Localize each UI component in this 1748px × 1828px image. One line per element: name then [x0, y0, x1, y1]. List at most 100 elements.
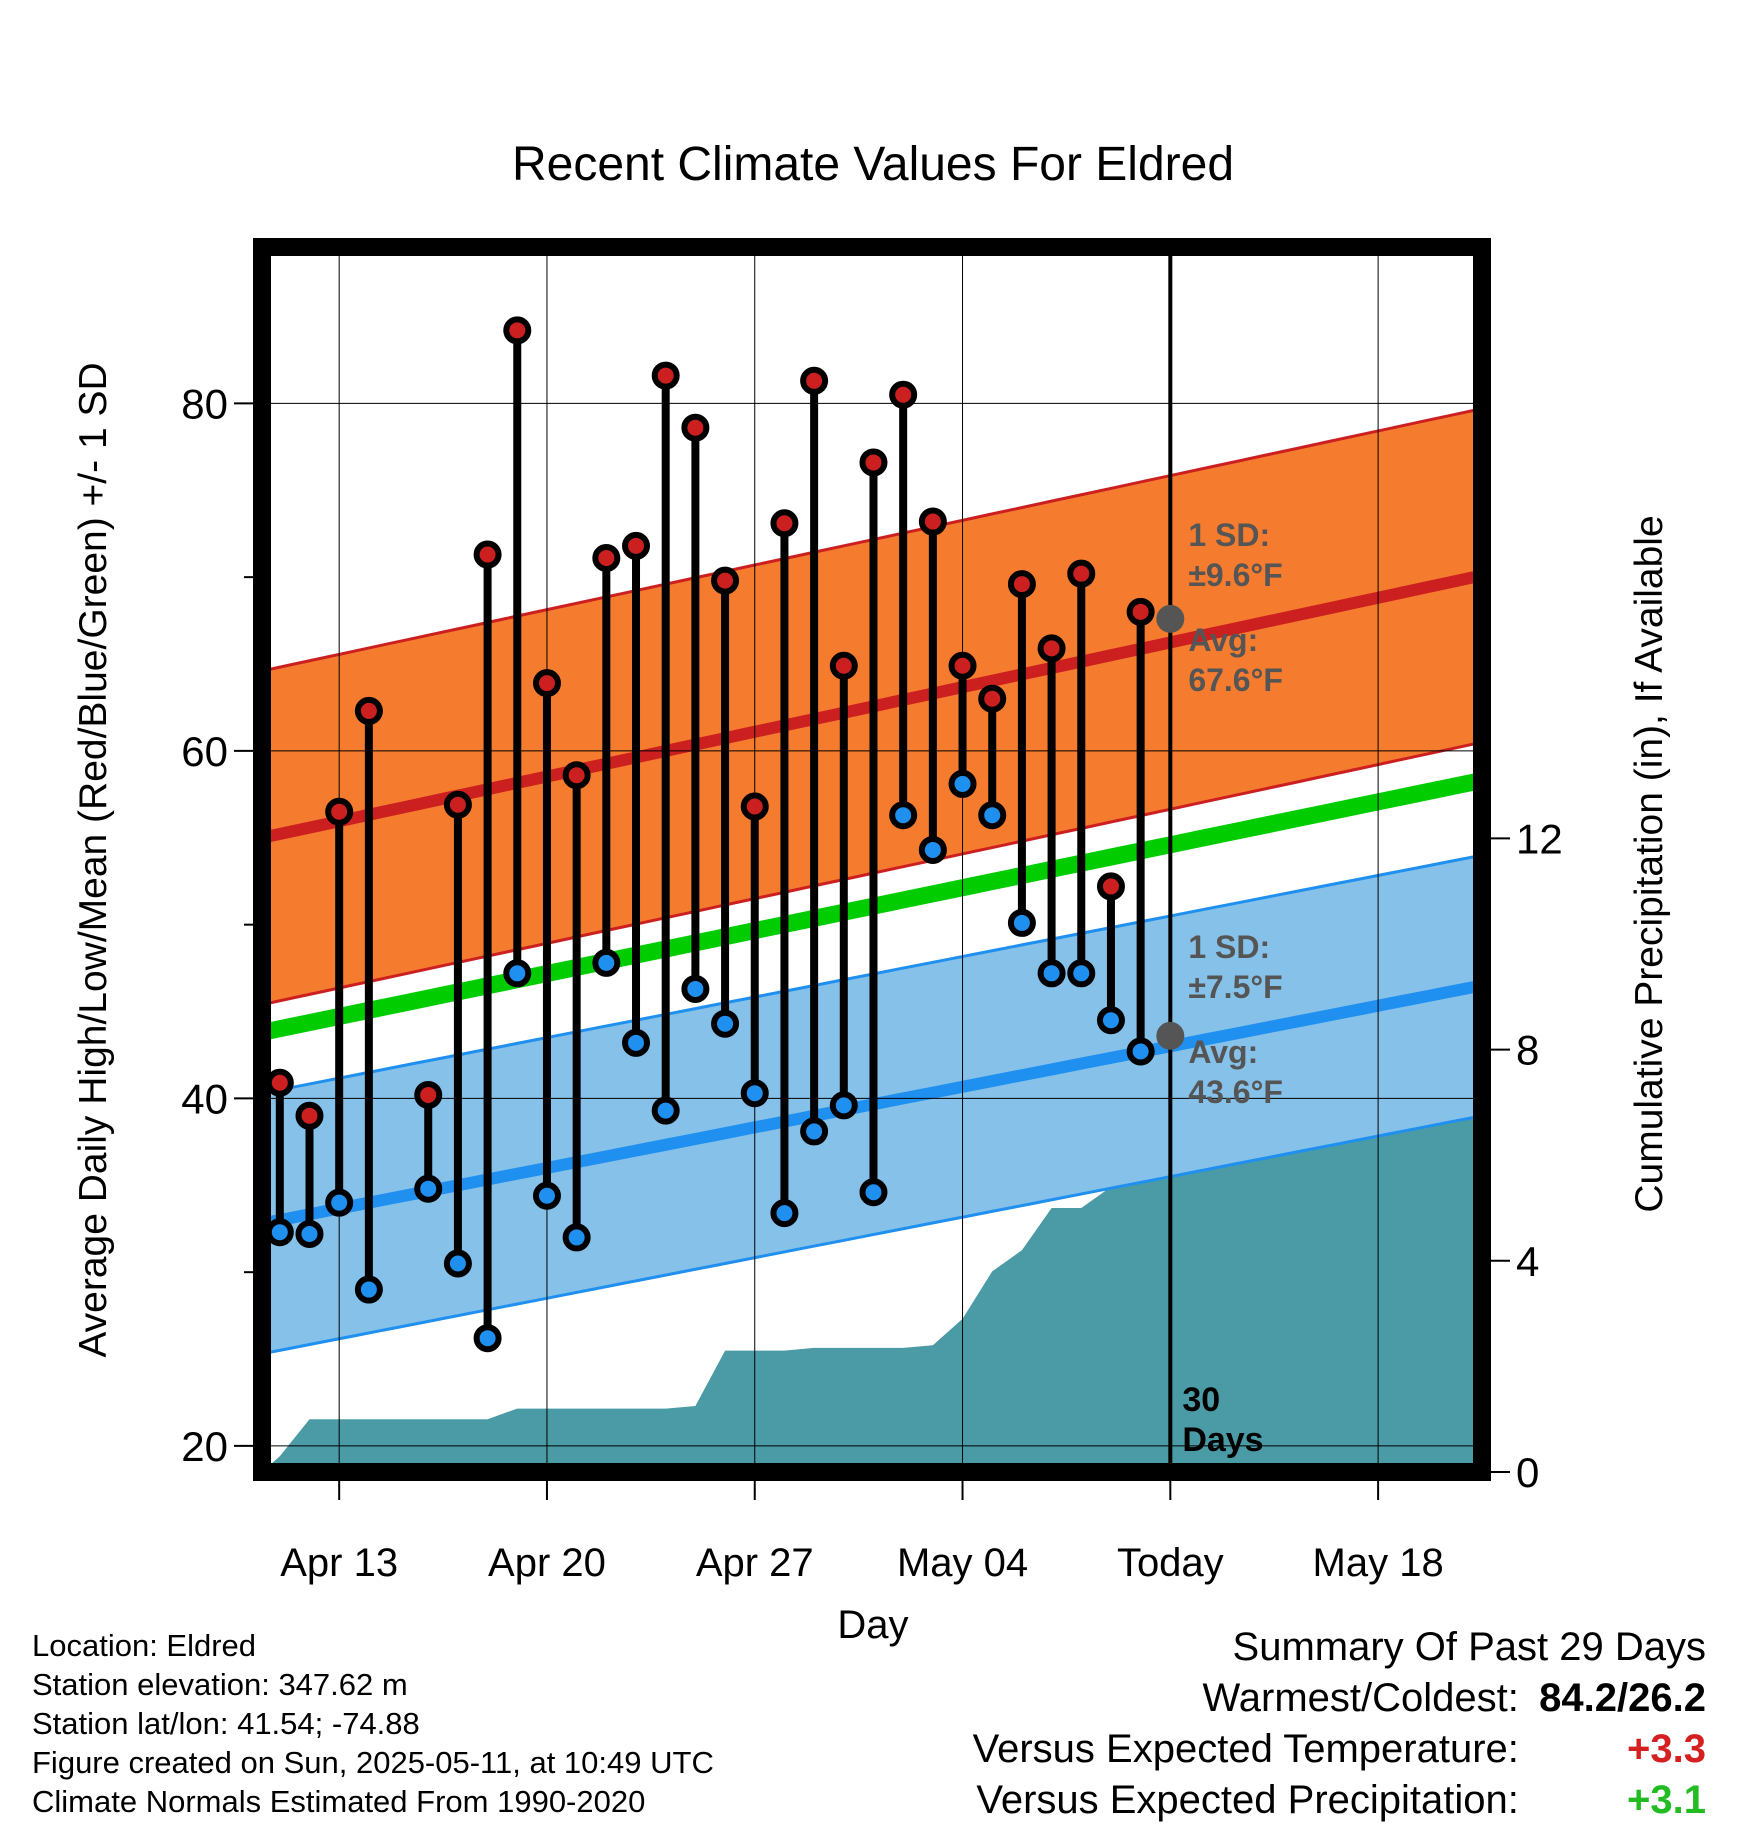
- x-tick-label: May 18: [1313, 1541, 1444, 1585]
- daily-high-point: [622, 531, 651, 560]
- y2-axis-title: Cumulative Precipitation (in), If Availa…: [1628, 515, 1671, 1212]
- daily-low-point: [711, 1009, 740, 1038]
- low-sd-label: 1 SD:: [1188, 929, 1270, 965]
- high-avg-label: Avg:: [1188, 622, 1258, 658]
- daily-high-point: [532, 669, 561, 698]
- low-avg-value: 43.6°F: [1188, 1074, 1283, 1110]
- location-text: Location: Eldred: [32, 1628, 257, 1663]
- daily-low-point: [265, 1218, 294, 1247]
- summary-precip-row: Versus Expected Precipitation: +3.1: [973, 1775, 1706, 1826]
- daily-low-point: [1007, 908, 1036, 937]
- low-avg-label: Avg:: [1188, 1034, 1258, 1070]
- low-sd-value: ±7.5°F: [1188, 969, 1282, 1005]
- window-length-value: 30: [1182, 1381, 1220, 1419]
- daily-high-point: [800, 366, 829, 395]
- y-tick-label: 40: [181, 1075, 228, 1122]
- daily-high-point: [1007, 570, 1036, 599]
- daily-high-point: [681, 413, 710, 442]
- today-low-avg-marker: [1156, 1021, 1185, 1050]
- daily-high-point: [503, 316, 532, 345]
- daily-low-point: [1037, 959, 1066, 988]
- high-avg-value: 67.6°F: [1188, 662, 1283, 698]
- warmest-label: Warmest/Coldest:: [1202, 1676, 1519, 1720]
- latlon-text: Station lat/lon: 41.54; -74.88: [32, 1706, 420, 1741]
- daily-low-point: [592, 948, 621, 977]
- chart-title: Recent Climate Values For Eldred: [512, 138, 1234, 191]
- daily-low-point: [414, 1174, 443, 1203]
- daily-high-point: [414, 1080, 443, 1109]
- normals-text: Climate Normals Estimated From 1990-2020: [32, 1784, 646, 1819]
- plot-frame: [253, 238, 1491, 1481]
- y-axis-title: Average Daily High/Low/Mean (Red/Blue/Gr…: [72, 362, 115, 1357]
- x-axis-title: Day: [837, 1603, 908, 1647]
- daily-high-point: [1126, 597, 1155, 626]
- high-sd-value: ±9.6°F: [1188, 557, 1282, 593]
- daily-high-point: [829, 651, 858, 680]
- daily-high-point: [889, 380, 918, 409]
- daily-low-point: [800, 1117, 829, 1146]
- daily-low-point: [1126, 1037, 1155, 1066]
- daily-high-point: [562, 761, 591, 790]
- x-tick-label: Apr 27: [696, 1541, 814, 1585]
- y2-tick-label: 4: [1516, 1238, 1539, 1285]
- daily-high-point: [354, 696, 383, 725]
- y2-tick-label: 8: [1516, 1027, 1539, 1074]
- daily-low-point: [622, 1028, 651, 1057]
- daily-high-point: [978, 684, 1007, 713]
- y-tick-label: 60: [181, 728, 228, 775]
- y2-tick-label: 12: [1516, 815, 1563, 862]
- daily-high-point: [740, 792, 769, 821]
- x-tick-label: Today: [1117, 1541, 1224, 1585]
- temp-label: Versus Expected Temperature:: [972, 1727, 1519, 1771]
- daily-low-point: [562, 1223, 591, 1252]
- precip-label: Versus Expected Precipitation:: [976, 1778, 1519, 1822]
- daily-high-point: [473, 540, 502, 569]
- daily-high-point: [918, 507, 947, 536]
- elevation-text: Station elevation: 347.62 m: [32, 1667, 408, 1702]
- daily-high-point: [325, 797, 354, 826]
- daily-high-point: [651, 361, 680, 390]
- daily-low-point: [948, 769, 977, 798]
- summary-panel: Summary Of Past 29 Days Warmest/Coldest:…: [973, 1622, 1706, 1826]
- daily-high-point: [711, 566, 740, 595]
- summary-warmest-row: Warmest/Coldest: 84.2/26.2: [973, 1673, 1707, 1724]
- daily-low-point: [473, 1324, 502, 1353]
- daily-low-point: [325, 1188, 354, 1217]
- precip-value: +3.1: [1627, 1778, 1706, 1822]
- daily-low-point: [889, 801, 918, 830]
- today-high-avg-marker: [1156, 604, 1185, 633]
- daily-low-point: [295, 1219, 324, 1248]
- daily-high-point: [1037, 634, 1066, 663]
- y-tick-label: 20: [181, 1423, 228, 1470]
- summary-title: Summary Of Past 29 Days: [1232, 1625, 1706, 1669]
- temp-value: +3.3: [1627, 1727, 1706, 1771]
- window-length-unit: Days: [1182, 1421, 1263, 1459]
- daily-high-point: [948, 651, 977, 680]
- daily-high-point: [1096, 872, 1125, 901]
- daily-low-point: [681, 974, 710, 1003]
- daily-low-point: [859, 1178, 888, 1207]
- daily-low-point: [829, 1091, 858, 1120]
- daily-high-point: [859, 448, 888, 477]
- daily-low-point: [532, 1181, 561, 1210]
- daily-high-point: [592, 544, 621, 573]
- y-tick-label: 80: [181, 380, 228, 427]
- daily-low-point: [354, 1275, 383, 1304]
- x-tick-label: Apr 20: [488, 1541, 606, 1585]
- y2-tick-label: 0: [1516, 1449, 1539, 1496]
- high-sd-label: 1 SD:: [1188, 517, 1270, 553]
- daily-low-point: [651, 1096, 680, 1125]
- daily-low-point: [503, 959, 532, 988]
- station-info: Location: Eldred Station elevation: 347.…: [32, 1626, 714, 1821]
- daily-high-point: [265, 1068, 294, 1097]
- warmest-value: 84.2/26.2: [1539, 1676, 1706, 1720]
- daily-high-point: [770, 509, 799, 538]
- daily-high-point: [295, 1101, 324, 1130]
- x-tick-label: May 04: [897, 1541, 1028, 1585]
- daily-low-point: [1096, 1006, 1125, 1035]
- created-text: Figure created on Sun, 2025-05-11, at 10…: [32, 1745, 714, 1780]
- summary-temp-row: Versus Expected Temperature: +3.3: [973, 1724, 1706, 1775]
- daily-low-point: [978, 801, 1007, 830]
- daily-low-point: [918, 835, 947, 864]
